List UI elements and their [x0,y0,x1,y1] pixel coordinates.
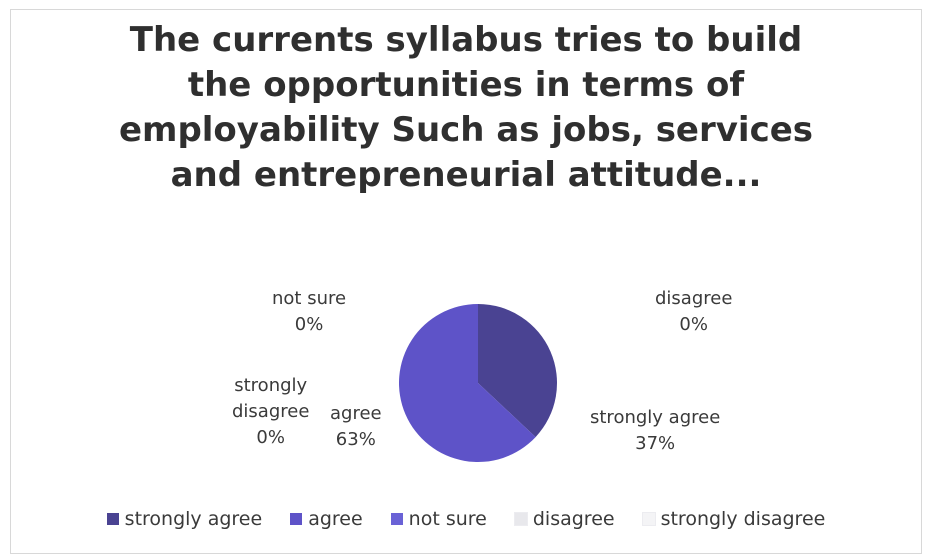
legend-swatch [641,512,656,526]
pie-slice-strongly-agree [478,304,557,438]
label-disagree: disagree 0% [655,288,733,335]
legend-label: strongly agree [124,508,263,530]
legend-label: strongly disagree [660,508,826,530]
legend-item-strongly-agree: strongly agree [106,508,263,530]
legend-swatch [513,512,528,526]
legend-label: not sure [408,508,487,530]
legend-item-not-sure: not sure [390,508,487,530]
legend-swatch [290,513,303,525]
legend-item-agree: agree [290,508,363,530]
pie-slice-agree [399,304,536,462]
legend-swatch [106,513,119,525]
label-not-sure: not sure 0% [272,288,347,335]
legend-label: agree [308,508,363,530]
chart-frame [10,9,922,554]
legend-label: disagree [532,508,615,530]
legend-item-strongly-disagree: strongly disagree [641,508,826,530]
chart-title: The currents syllabus tries to build the… [118,20,814,195]
label-strongly-agree: strongly agree 37% [590,407,721,454]
label-strongly-disagree: strongly disagree 0% [232,375,310,448]
label-agree: agree 63% [330,403,382,450]
chart-legend: strongly agree agree not sure disagree s… [0,508,932,530]
legend-item-disagree: disagree [513,508,615,530]
legend-swatch [390,513,403,525]
